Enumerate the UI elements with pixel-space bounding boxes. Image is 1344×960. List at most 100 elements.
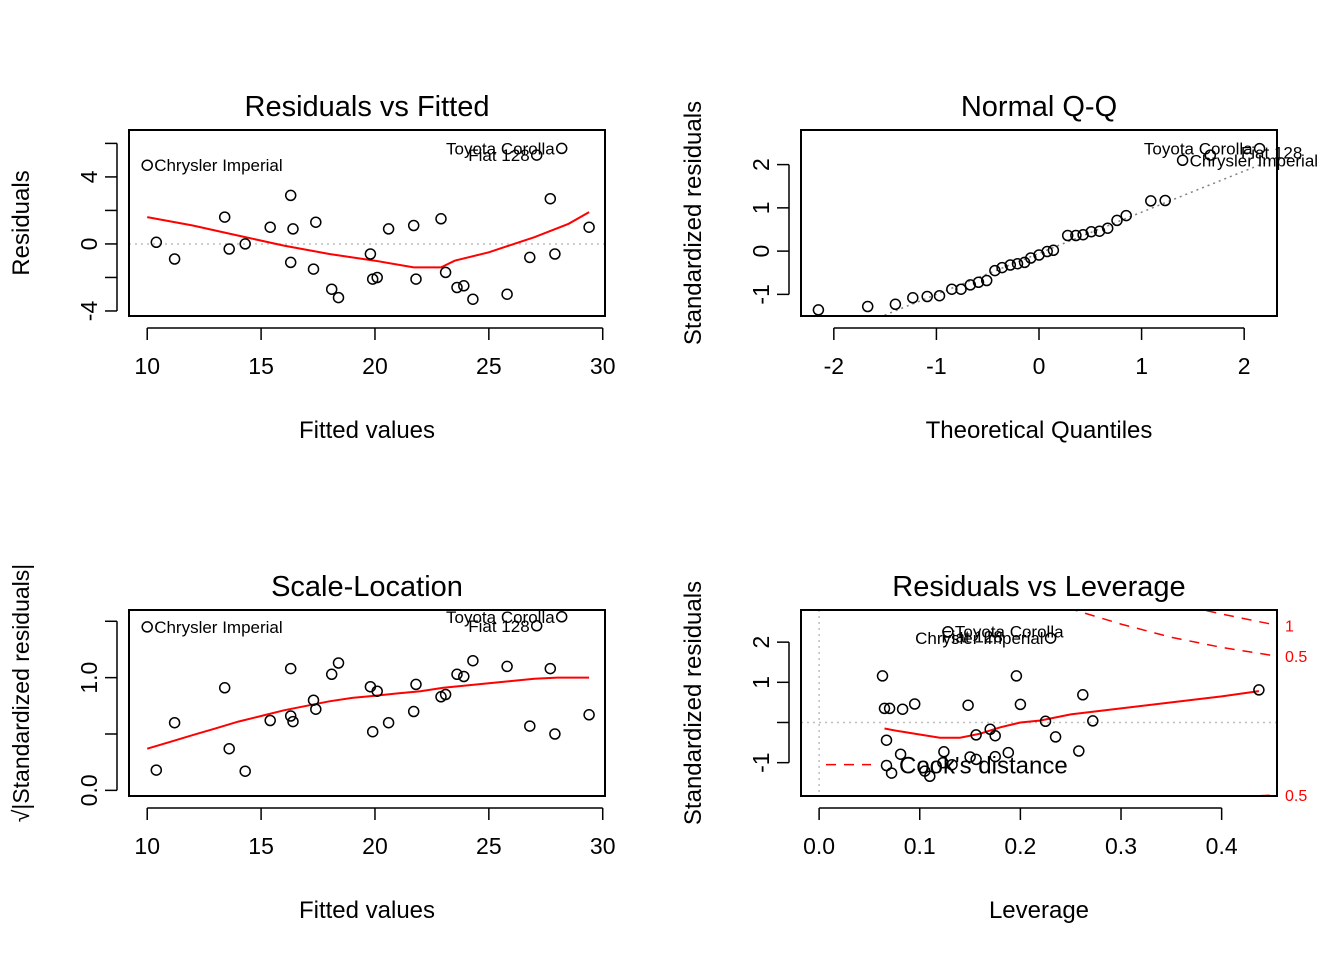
smooth-line (147, 211, 590, 269)
data-point (989, 729, 1001, 742)
data-point (896, 703, 909, 715)
x-tick-label: 0.4 (1206, 833, 1238, 859)
data-point (467, 654, 479, 667)
data-point (467, 293, 479, 305)
plot-inner (801, 610, 1277, 796)
data-point (168, 253, 181, 265)
data-point (1101, 222, 1114, 234)
data-point (218, 682, 231, 694)
cooks-contour-label: 0.5 (1285, 788, 1307, 805)
data-point (223, 243, 235, 255)
x-tick-label: 25 (476, 353, 502, 379)
data-point (964, 751, 976, 763)
data-point (168, 716, 181, 729)
x-tick-label: 20 (362, 833, 388, 859)
data-point (284, 710, 297, 722)
y-axis-label: √|Standardized residuals| (8, 564, 34, 823)
data-point (549, 728, 561, 740)
data-point (325, 668, 338, 681)
data-point (1004, 259, 1017, 271)
data-point (458, 670, 470, 683)
data-point (885, 767, 898, 779)
data-point (284, 256, 297, 269)
data-point (284, 662, 297, 675)
data-point (1010, 670, 1023, 682)
point-label: Fiat 128 (1241, 144, 1302, 163)
panel-normal-qq: Normal Q-Q Theoretical Quantiles Standar… (680, 91, 1318, 444)
y-axis-label: Standardized residuals (680, 101, 707, 345)
data-point (1120, 209, 1132, 222)
point-label: Chrysler Imperial (915, 629, 1043, 648)
plot-frame (800, 129, 1278, 317)
data-point (310, 216, 322, 228)
y-tick-label: 0 (748, 245, 774, 258)
data-point (524, 720, 536, 732)
x-tick-label: 30 (590, 353, 616, 379)
panel-scale-location: Scale-Location Fitted values √|Standardi… (8, 564, 616, 924)
y-tick-label: -1 (748, 284, 774, 304)
point-label: Fiat 128 (941, 628, 1002, 647)
data-point (150, 764, 163, 776)
data-point (501, 288, 513, 300)
data-point (583, 709, 595, 721)
legend-label: Cook's distance (899, 753, 1068, 780)
data-point (876, 670, 889, 682)
data-point (332, 291, 345, 304)
data-point (451, 281, 463, 294)
point-label: Chrysler Imperial (154, 156, 282, 175)
data-point (555, 611, 568, 623)
plot-frame (800, 609, 1278, 797)
data-point (530, 149, 543, 161)
data-point (366, 725, 379, 738)
data-point (530, 620, 543, 632)
panel-title: Normal Q-Q (961, 91, 1117, 123)
data-point (907, 292, 919, 304)
data-point (583, 221, 595, 233)
data-point (264, 221, 276, 233)
data-point (1039, 715, 1052, 728)
data-point (239, 765, 251, 777)
x-tick-label: 0.2 (1004, 833, 1036, 859)
data-point (1087, 715, 1099, 727)
data-point (989, 750, 1001, 763)
data-point (861, 300, 874, 313)
x-tick-label: 0.1 (904, 833, 936, 859)
y-tick-label: 4 (76, 170, 102, 183)
data-point (1070, 229, 1082, 242)
smooth-line (884, 690, 1260, 739)
data-point (284, 189, 297, 202)
data-point (962, 699, 974, 711)
data-point (382, 223, 395, 235)
panel-title: Residuals vs Leverage (892, 571, 1185, 603)
data-point (883, 702, 896, 715)
data-point (410, 273, 422, 285)
x-tick-label: 15 (248, 833, 274, 859)
data-point (1253, 684, 1265, 696)
panel-residuals-vs-leverage: Residuals vs Leverage Leverage Standardi… (680, 571, 1307, 924)
plot-frame (128, 129, 606, 317)
data-point (972, 276, 985, 289)
data-point (458, 280, 470, 292)
x-tick-label: 1 (1135, 353, 1148, 379)
data-point (970, 753, 982, 766)
data-point (371, 685, 383, 697)
data-point (218, 211, 231, 223)
data-point (287, 223, 299, 235)
x-tick-label: 30 (590, 833, 616, 859)
point-label: Chrysler Imperial (154, 618, 282, 637)
point-label: Toyota Corolla (955, 623, 1064, 642)
y-tick-label: -1 (748, 752, 774, 772)
data-point (264, 714, 276, 727)
x-tick-label: -1 (926, 353, 946, 379)
data-point (1159, 194, 1171, 207)
data-point (889, 298, 902, 311)
data-point (946, 758, 958, 771)
x-tick-label: -2 (824, 353, 844, 379)
plot-inner (141, 611, 595, 777)
point-label: Toyota Corolla (446, 608, 555, 627)
x-tick-label: 10 (134, 353, 160, 379)
x-tick-label: 20 (362, 353, 388, 379)
